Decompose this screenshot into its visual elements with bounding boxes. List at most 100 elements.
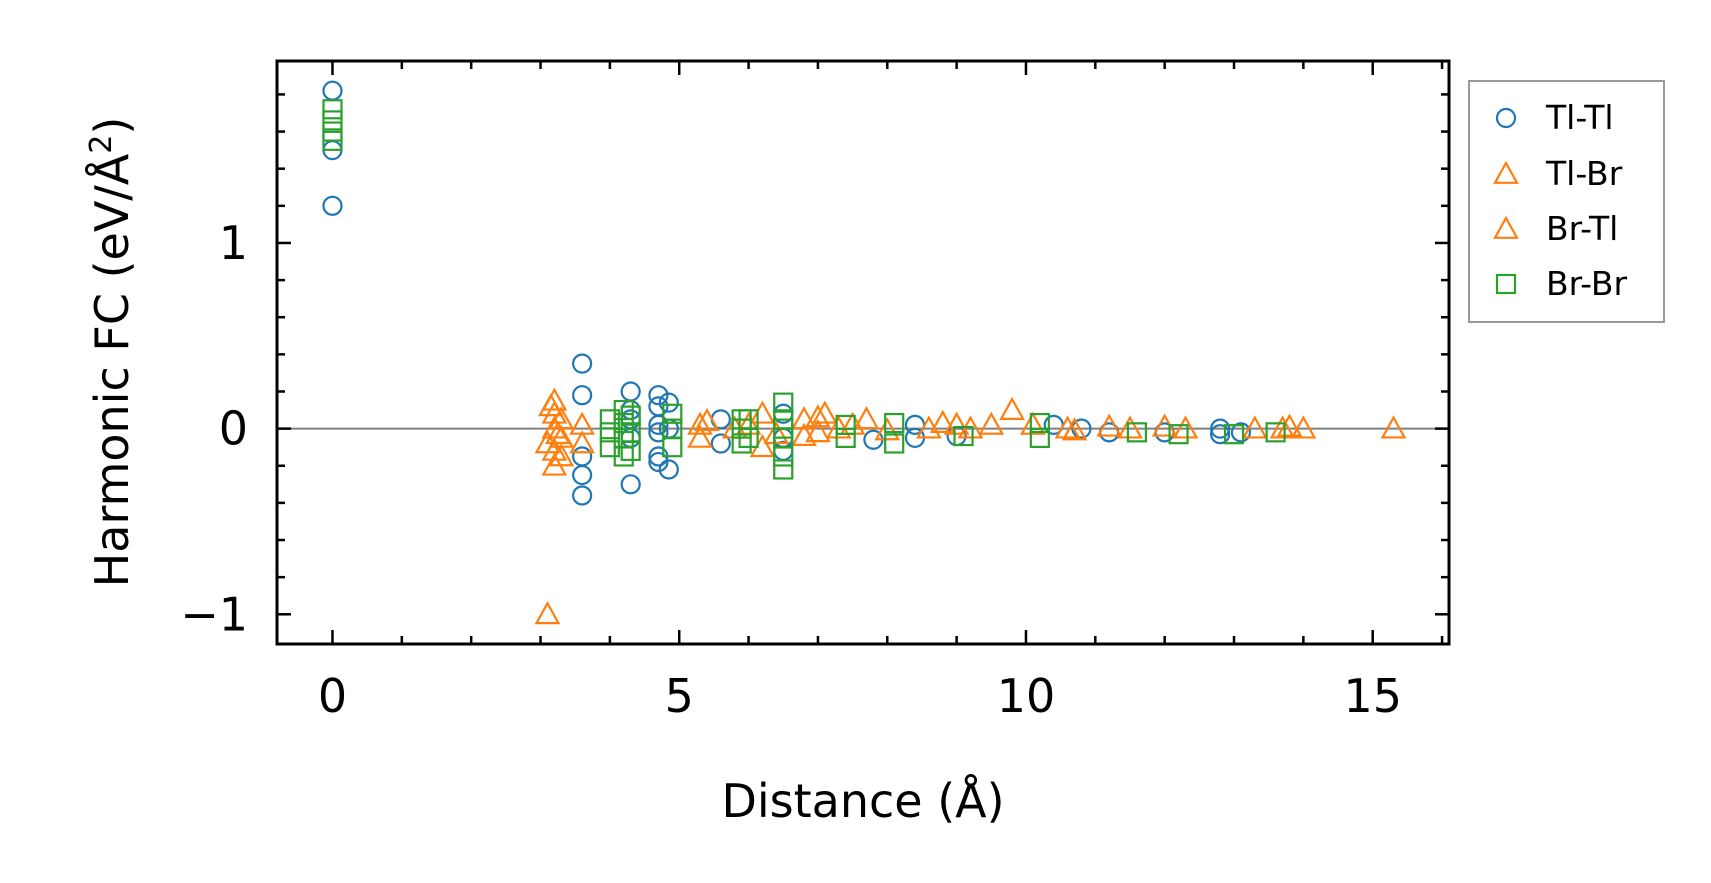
point-tl-br xyxy=(1172,415,1199,439)
legend-entry-br-br: Br-Br xyxy=(1495,264,1627,303)
point-tl-br xyxy=(687,424,713,448)
legend-entry-br-tl: Br-Tl xyxy=(1493,209,1618,248)
x-axis-label: Distance (Å) xyxy=(721,774,1004,828)
point-tl-br xyxy=(749,400,776,424)
point-tl-br xyxy=(1290,415,1317,439)
point-tl-tl xyxy=(658,459,679,480)
legend-marker-square xyxy=(1495,273,1517,295)
point-br-tl xyxy=(874,417,901,441)
point-br-br xyxy=(835,414,856,436)
point-br-tl xyxy=(1117,415,1143,439)
point-tl-tl xyxy=(620,474,641,495)
point-br-br xyxy=(953,425,974,447)
point-tl-br xyxy=(791,406,817,430)
point-tl-tl xyxy=(572,485,593,506)
point-tl-tl xyxy=(648,451,669,473)
point-tl-br xyxy=(853,406,880,430)
point-br-br xyxy=(322,130,343,151)
x-tick-label: 15 xyxy=(1343,669,1402,723)
point-tl-tl xyxy=(572,385,593,406)
point-br-tl xyxy=(544,420,571,445)
legend-marker-triangle xyxy=(1493,160,1519,184)
point-br-br xyxy=(322,99,343,120)
point-br-br xyxy=(1029,427,1050,449)
y-axis-label: Harmonic FC (eV/Å2) xyxy=(84,117,140,588)
point-tl-br xyxy=(569,430,596,454)
legend-label-br-tl: Br-Tl xyxy=(1546,209,1618,248)
point-br-br xyxy=(662,437,683,458)
point-br-tl xyxy=(763,420,790,445)
point-tl-tl xyxy=(1210,424,1231,445)
x-tick-labels: 0 5 10 15 xyxy=(318,669,1402,723)
point-br-br xyxy=(731,433,752,454)
point-br-br xyxy=(773,392,794,413)
point-br-br xyxy=(738,427,759,449)
point-tl-tl xyxy=(1230,422,1252,443)
point-br-tl xyxy=(811,400,838,424)
y-tick-label: 0 xyxy=(219,402,248,456)
point-tl-tl xyxy=(572,446,593,467)
point-tl-tl xyxy=(648,385,669,406)
y-axis-label-base: Harmonic FC (eV/Å xyxy=(85,153,139,587)
point-br-br xyxy=(322,110,343,131)
point-tl-br xyxy=(687,411,713,435)
point-br-br xyxy=(773,459,794,480)
point-tl-br xyxy=(1269,415,1296,439)
point-tl-tl xyxy=(648,396,669,417)
point-tl-tl xyxy=(1210,418,1231,439)
point-br-br xyxy=(620,440,641,462)
point-tl-br xyxy=(978,411,1005,435)
legend-label-br-br: Br-Br xyxy=(1546,264,1627,303)
point-br-br xyxy=(662,403,683,424)
legend: Tl-Tl Tl-Br Br-Tl Br-Br xyxy=(1468,80,1665,323)
point-tl-br xyxy=(805,404,831,428)
x-tick-label: 0 xyxy=(318,669,347,723)
y-tick-labels: −1 0 1 xyxy=(180,216,248,641)
point-tl-tl xyxy=(648,422,669,443)
legend-marker-circle xyxy=(1495,107,1517,129)
x-tick-label: 5 xyxy=(665,669,694,723)
legend-frame xyxy=(1468,80,1665,323)
point-tl-br xyxy=(805,419,831,443)
legend-marker-triangle xyxy=(1493,215,1519,239)
point-br-br xyxy=(1126,422,1148,443)
legend-marker-br-br xyxy=(1495,273,1517,295)
y-axis-label-sup: 2 xyxy=(84,135,119,154)
point-br-br xyxy=(620,405,641,426)
point-br-tl xyxy=(929,409,956,433)
point-br-br xyxy=(1168,424,1189,445)
point-br-br xyxy=(835,427,856,449)
x-tick-label: 10 xyxy=(997,669,1056,723)
point-br-tl xyxy=(1020,411,1046,435)
point-tl-br xyxy=(548,443,575,467)
legend-marker-tl-br xyxy=(1493,160,1519,184)
point-tl-tl xyxy=(648,414,669,436)
legend-entry-tl-br: Tl-Br xyxy=(1493,154,1623,193)
point-tl-br xyxy=(534,601,561,625)
y-axis-label-end: ) xyxy=(85,117,139,135)
point-br-br xyxy=(1265,422,1286,443)
point-br-tl xyxy=(1061,417,1088,441)
point-tl-tl xyxy=(620,381,641,402)
point-tl-tl xyxy=(572,353,593,374)
point-tl-br xyxy=(1054,415,1081,439)
legend-marker-br-tl xyxy=(1493,215,1519,239)
point-br-br xyxy=(773,446,794,467)
point-tl-br xyxy=(943,411,970,435)
y-tick-label: 1 xyxy=(219,216,248,270)
point-tl-br xyxy=(1096,413,1123,437)
point-tl-tl xyxy=(322,195,343,216)
data-points xyxy=(322,80,1407,625)
point-tl-tl xyxy=(658,392,679,413)
point-br-br xyxy=(884,412,905,434)
legend-label-tl-tl: Tl-Tl xyxy=(1545,98,1614,137)
legend-entry-tl-tl: Tl-Tl xyxy=(1495,98,1614,137)
y-tick-label: −1 xyxy=(180,587,248,641)
point-tl-tl xyxy=(773,440,794,462)
point-br-br xyxy=(613,399,634,421)
legend-label-tl-br: Tl-Br xyxy=(1545,154,1623,193)
point-br-br xyxy=(1223,424,1245,445)
point-tl-br xyxy=(1380,415,1407,439)
point-br-tl xyxy=(538,393,564,417)
